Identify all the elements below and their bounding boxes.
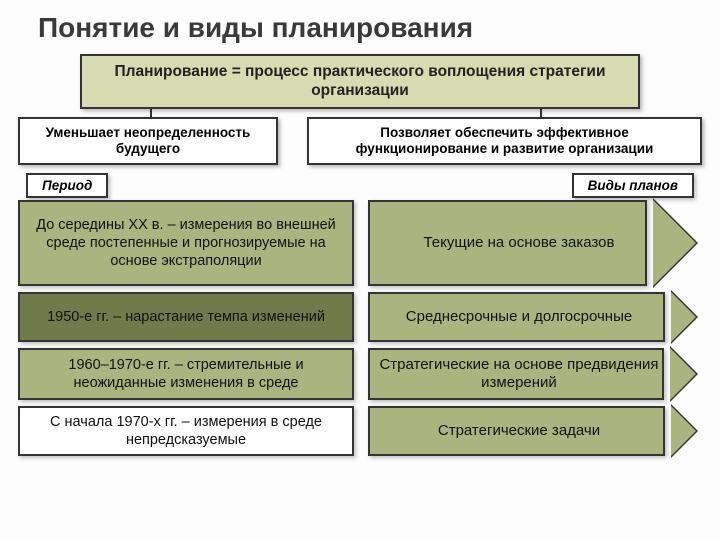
plan-cell: Текущие на основе заказов xyxy=(368,200,688,286)
header-plans: Виды планов xyxy=(572,173,694,198)
table-area: До середины ХХ в. – измерения во внешней… xyxy=(18,200,702,456)
plan-label: Текущие на основе заказов xyxy=(413,230,642,256)
definition-box: Планирование = процесс практического воп… xyxy=(80,54,640,109)
plan-cell: Среднесрочные и долгосрочные xyxy=(368,292,688,342)
plan-cell: Стратегические на основе предвидения изм… xyxy=(368,348,688,400)
table-row: До середины ХХ в. – измерения во внешней… xyxy=(18,200,702,286)
plan-cell: Стратегические задачи xyxy=(368,406,688,456)
table-row: 1960–1970-е гг. – стремительные и неожид… xyxy=(18,348,702,400)
table-row: 1950-е гг. – нарастание темпа изменений С… xyxy=(18,292,702,342)
plan-label: Среднесрочные и долгосрочные xyxy=(396,304,660,330)
plan-label: Стратегические на основе предвидения изм… xyxy=(368,352,688,396)
plan-label: Стратегические задачи xyxy=(428,418,628,444)
header-period: Период xyxy=(26,173,108,198)
page-title: Понятие и виды планирования xyxy=(0,0,720,54)
sub-box-left: Уменьшает неопределенность будущего xyxy=(18,117,278,165)
period-cell: 1960–1970-е гг. – стремительные и неожид… xyxy=(18,348,354,400)
sub-box-right: Позволяет обеспечить эффективное функцио… xyxy=(307,117,702,165)
period-cell: С начала 1970-х гг. – измерения в среде … xyxy=(18,406,354,456)
column-headers: Период Виды планов xyxy=(26,173,694,198)
table-row: С начала 1970-х гг. – измерения в среде … xyxy=(18,406,702,456)
period-cell: 1950-е гг. – нарастание темпа изменений xyxy=(18,292,354,342)
period-cell: До середины ХХ в. – измерения во внешней… xyxy=(18,200,354,286)
sub-row: Уменьшает неопределенность будущего Позв… xyxy=(18,117,702,165)
